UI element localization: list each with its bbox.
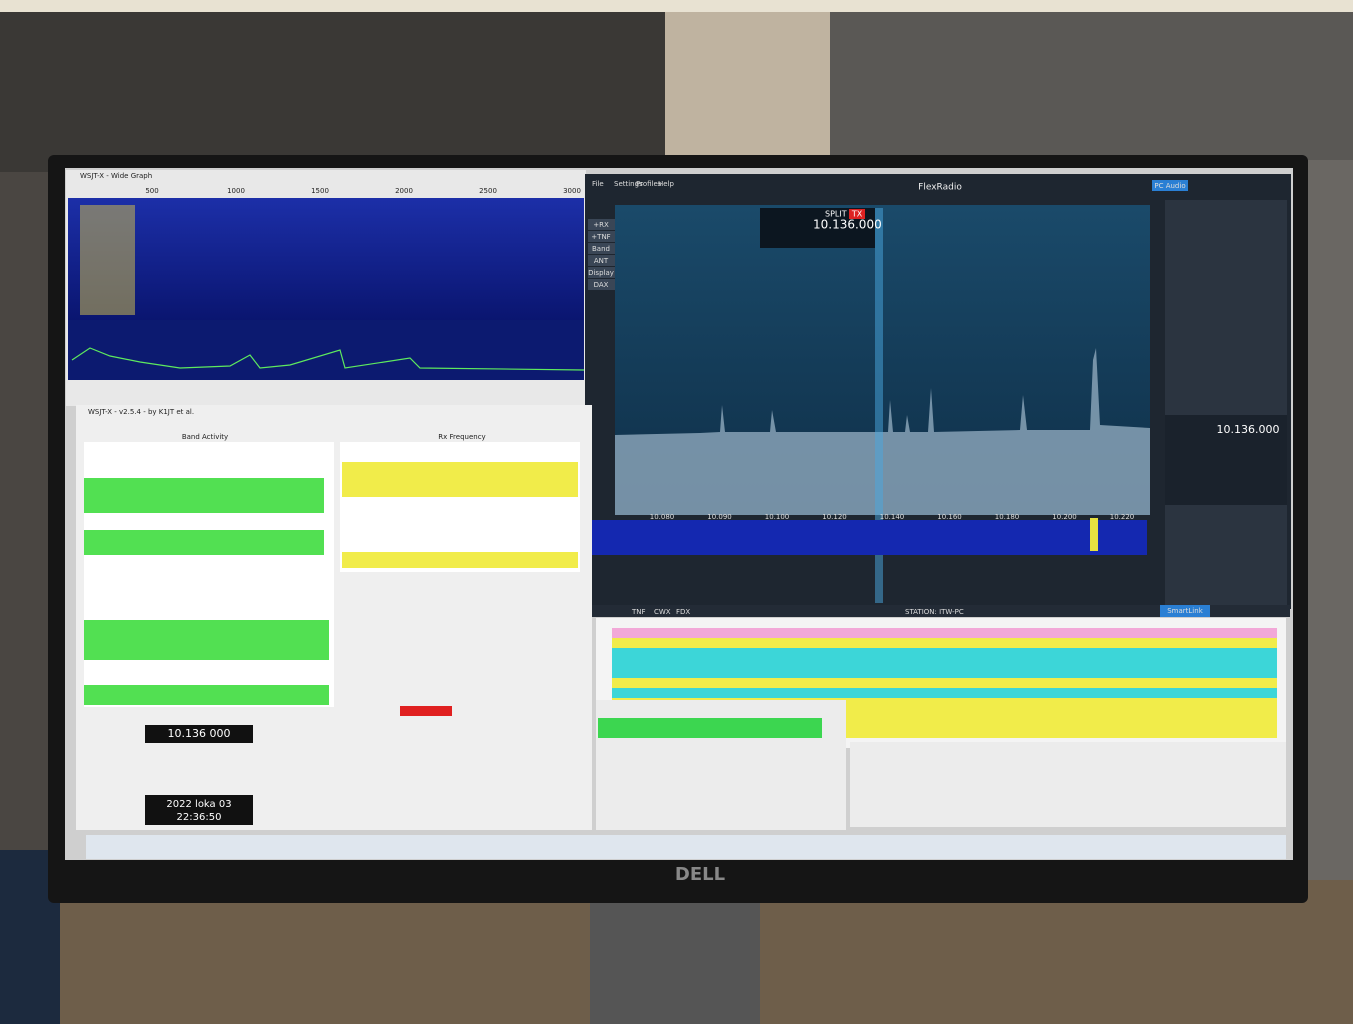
band-label: 10.200 <box>1052 513 1077 521</box>
tx-enable[interactable] <box>400 706 452 716</box>
window-title: WSJT-X - v2.5.4 - by K1JT et al. <box>88 408 194 416</box>
status-item: CWX <box>654 608 671 616</box>
window-frame <box>665 12 830 162</box>
log-row <box>612 678 1277 688</box>
smartlink-label: SmartLink <box>1167 607 1203 615</box>
freq-label: 1000 <box>227 187 245 195</box>
band-label: 10.160 <box>937 513 962 521</box>
band-label: 10.090 <box>707 513 732 521</box>
station-label: STATION: ITW-PC <box>905 608 964 616</box>
log-row <box>612 628 1277 638</box>
spectrum <box>68 320 584 380</box>
wide-graph-window: WSJT-X - Wide Graph 500 1000 1500 2000 2500 3… <box>66 170 586 406</box>
freq-label: 500 <box>145 187 158 195</box>
side-button-label: Display <box>588 269 614 277</box>
date: 2022 loka 03 <box>166 799 231 810</box>
scene: DELL WSJT-X - Wide Graph 500 1000 1500 2000… <box>0 0 1353 1024</box>
band-label: 10.080 <box>650 513 675 521</box>
cq-rows <box>84 620 329 660</box>
log-rows <box>612 648 1277 678</box>
flex-waterfall <box>592 520 1147 555</box>
log-row <box>612 688 1277 698</box>
freq-label: 3000 <box>563 187 581 195</box>
wsjtx-window: WSJT-X - v2.5.4 - by K1JT et al. Band Ac… <box>76 405 592 830</box>
blind-left <box>0 12 665 172</box>
rx-rows <box>342 462 578 497</box>
waterfall <box>68 198 584 320</box>
waterfall-signal <box>1090 518 1098 551</box>
dial-frequency: 10.136 000 <box>168 727 231 740</box>
side-panel <box>1165 200 1287 605</box>
rx-frequency-header: Rx Frequency <box>438 433 485 441</box>
side-button-label: DAX <box>594 281 609 289</box>
freq-label: 2000 <box>395 187 413 195</box>
audio-label: PC Audio <box>1154 182 1185 190</box>
waterfall-signals <box>80 205 135 315</box>
side-button-label: ANT <box>594 257 609 265</box>
split-label: SPLIT <box>825 210 847 219</box>
side-button-label: +RX <box>593 221 609 229</box>
band-label: 10.220 <box>1110 513 1135 521</box>
freq-label: 1500 <box>311 187 329 195</box>
menu-item[interactable]: File <box>592 180 604 188</box>
band-label: 10.140 <box>880 513 905 521</box>
cq-rows <box>84 530 324 555</box>
slice-frequency: 10.136.000 <box>813 218 882 232</box>
slice-panel-frequency: 10.136.000 <box>1217 423 1280 436</box>
side-button-label: +TNF <box>591 233 610 241</box>
logger-entry <box>850 742 1286 827</box>
band-label: 10.100 <box>765 513 790 521</box>
wall-top <box>0 0 1353 12</box>
log-row <box>612 638 1277 648</box>
monitor-brand: DELL <box>675 864 725 885</box>
blind-right <box>830 12 1353 172</box>
logger-window <box>596 618 1286 830</box>
taskbar <box>86 835 1286 859</box>
tx-label: TX <box>851 210 863 219</box>
freq-label: 2500 <box>479 187 497 195</box>
cq-rows <box>84 478 324 513</box>
status-item: TNF <box>631 608 646 616</box>
status-item: FDX <box>676 608 690 616</box>
rx-rows <box>342 552 578 568</box>
cluster-spots <box>598 718 822 738</box>
cq-rows <box>84 685 329 705</box>
menu-item[interactable]: Help <box>658 180 675 188</box>
band-activity-header: Band Activity <box>182 433 228 441</box>
app-brand: FlexRadio <box>918 183 962 193</box>
band-label: 10.180 <box>995 513 1020 521</box>
window-title: WSJT-X - Wide Graph <box>80 172 152 180</box>
side-button-label: Band <box>592 245 610 253</box>
band-label: 10.120 <box>822 513 847 521</box>
time: 22:36:50 <box>177 812 222 823</box>
